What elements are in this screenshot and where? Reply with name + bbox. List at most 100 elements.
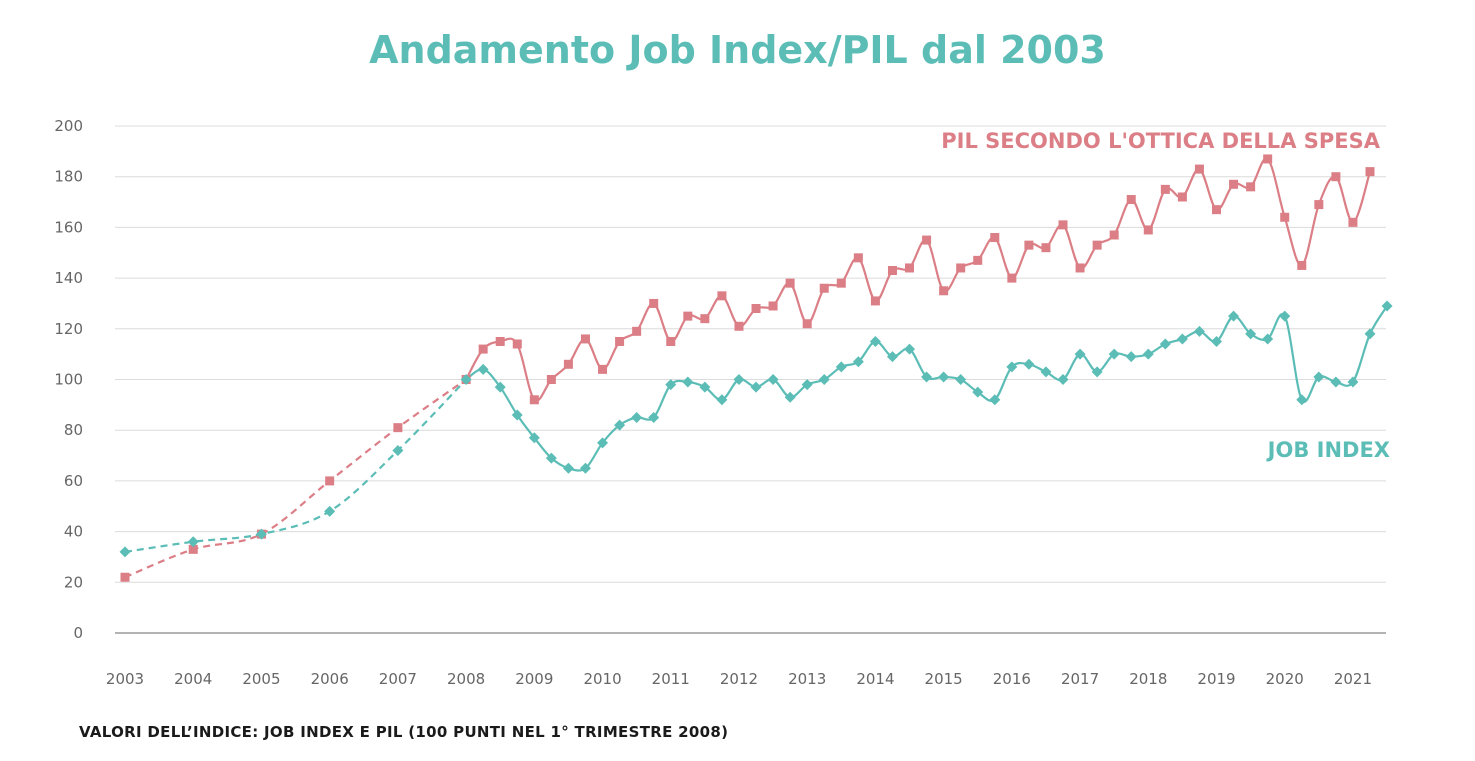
pil-point [683,311,693,321]
job-index-point [921,371,933,383]
pil-point [1143,225,1153,235]
job-index-point [1125,351,1137,363]
job-index-point [904,343,916,355]
job-index-point [1193,325,1205,337]
job-index-point [1057,374,1069,385]
pil-point [836,278,846,288]
job-index-point [1091,366,1103,378]
pil-point [1075,263,1085,273]
job-index-point [1074,348,1086,360]
job-index-point [1142,348,1154,360]
job-index-point [1364,328,1376,340]
pil-point [751,304,761,314]
job-index-point [545,452,557,464]
x-tick-label: 2014 [856,670,894,688]
series-markers [119,154,1393,582]
job-index-point [1347,376,1359,388]
pil-point [819,283,829,293]
pil-point [853,253,863,263]
pil-point [1007,273,1017,283]
pil-point [393,423,403,433]
pil-point [700,314,710,324]
job-index-point [1211,335,1223,347]
job-index-point [255,528,267,540]
job-index-series-label: JOB INDEX [1266,438,1390,462]
job-index-point [1381,300,1393,312]
x-tick-label: 2009 [515,670,553,688]
y-tick-label: 20 [64,573,83,591]
job-index-point [648,412,660,424]
pil-point [1229,179,1239,189]
pil-point [870,296,880,306]
job-index-point [955,374,967,385]
job-index-point [869,335,881,347]
job-index-point [631,412,643,424]
job-index-point [989,394,1001,406]
pil-point [632,326,642,336]
x-tick-label: 2007 [379,670,417,688]
pil-point [1348,217,1358,227]
x-tick-label: 2012 [720,670,758,688]
job-index-point [886,351,898,363]
job-index-point [597,437,609,449]
job-index-point [972,386,984,398]
job-index-point [767,374,779,385]
y-axis-ticks: 0 20 40 60 80 100 120 140 160 180 200 [54,117,83,642]
job-index-point [835,361,847,373]
pil-point [478,344,488,354]
pil-point [120,572,130,582]
x-tick-label: 2017 [1061,670,1099,688]
y-tick-label: 80 [64,421,83,439]
x-tick-label: 2011 [652,670,690,688]
job-index-point [852,356,864,368]
job-index-point [511,409,523,421]
job-index-point [494,381,506,393]
pil-point [785,278,795,288]
pil-point [887,265,897,275]
job-index-point [1159,338,1171,350]
y-tick-label: 140 [54,269,83,287]
job-index-point [460,374,472,385]
y-tick-label: 0 [73,624,83,642]
x-tick-label: 2005 [242,670,280,688]
job-index-point [938,371,950,383]
x-tick-label: 2008 [447,670,485,688]
pil-point [529,395,539,405]
job-index-point [119,546,131,558]
pil-point [1365,167,1375,177]
x-tick-label: 2019 [1197,670,1235,688]
job-index-point [579,462,591,474]
pil-point [649,298,659,308]
pil-point [1246,182,1256,192]
job-index-point [750,381,762,393]
x-tick-label: 2004 [174,670,212,688]
job-index-point [1313,371,1325,383]
job-index-point [665,379,677,391]
x-tick-label: 2010 [583,670,621,688]
pil-point [1160,184,1170,194]
job-index-point [187,536,199,548]
job-index-point [1023,358,1035,370]
pil-point [922,235,932,245]
pil-point [1092,240,1102,250]
job-index-point [1262,333,1274,345]
pil-point [939,286,949,296]
y-tick-label: 180 [54,168,83,186]
job-index-point [818,374,830,385]
y-tick-label: 120 [54,320,83,338]
job-index-point [733,374,745,385]
job-index-point [1279,310,1291,322]
pil-point [1194,164,1204,174]
pil-point [905,263,915,273]
y-tick-label: 200 [54,117,83,135]
pil-point [1212,205,1222,215]
pil-point [1263,154,1273,164]
job-index-point [614,419,626,431]
job-index-point [1330,376,1342,388]
x-tick-label: 2021 [1334,670,1372,688]
pil-point [598,364,608,374]
pil-point [615,336,625,346]
job-index-point [784,391,796,403]
job-index-point [682,376,694,388]
